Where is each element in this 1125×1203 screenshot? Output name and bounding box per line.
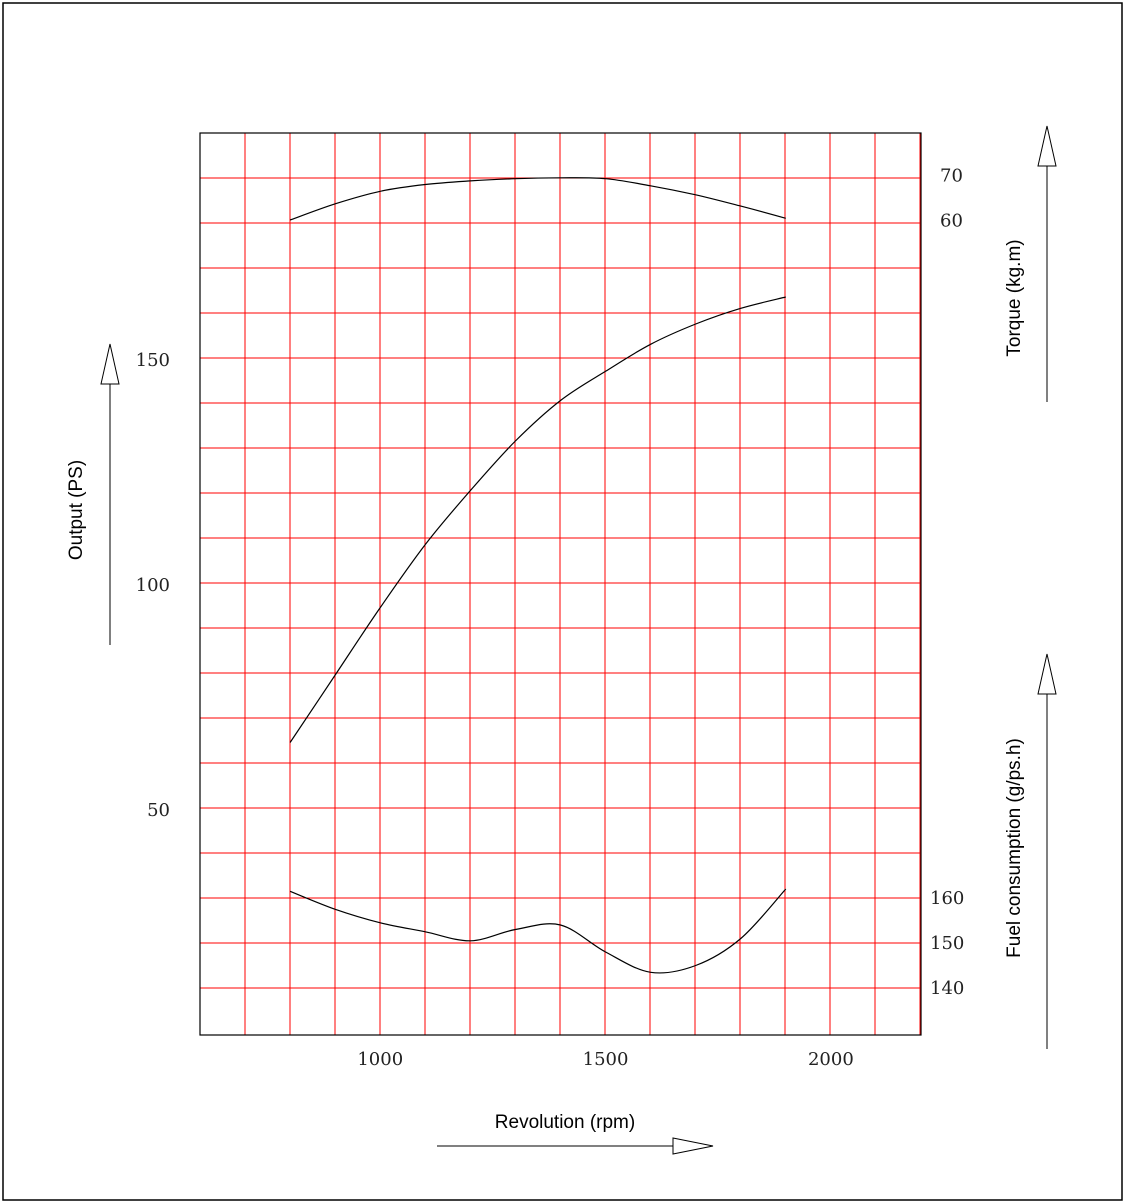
output-tick-label: 100 <box>136 575 170 596</box>
x-tick-label: 1500 <box>583 1049 629 1070</box>
torque-tick-label: 60 <box>940 211 963 232</box>
x-tick-label: 2000 <box>808 1049 854 1070</box>
output-axis-arrow <box>100 343 120 645</box>
tick-labels: 1000 1500 2000 50 100 150 60 70 140 150 160 <box>136 166 965 1071</box>
fuel-axis-label: Fuel consumption (g/ps.h) <box>1004 738 1025 958</box>
fuel-tick-label: 150 <box>930 933 964 954</box>
torque-curve <box>289 177 786 221</box>
fuel-tick-label: 160 <box>930 888 964 909</box>
torque-axis-arrow <box>1037 125 1057 402</box>
fuel-axis-arrow <box>1037 653 1057 1049</box>
x-axis-arrow <box>437 1137 714 1155</box>
torque-axis-label: Torque (kg.m) <box>1004 239 1025 356</box>
x-tick-label: 1000 <box>357 1049 403 1070</box>
output-axis-label: Output (PS) <box>66 460 87 560</box>
grid <box>200 133 921 1035</box>
output-tick-label: 50 <box>147 800 170 821</box>
curves <box>289 177 787 974</box>
torque-tick-label: 70 <box>940 166 963 187</box>
output-tick-label: 150 <box>136 350 170 371</box>
fuel-curve <box>289 888 787 974</box>
fuel-tick-label: 140 <box>930 978 964 999</box>
x-axis-label: Revolution (rpm) <box>495 1112 635 1133</box>
plot-frame <box>199 132 922 1036</box>
output-curve <box>289 296 786 743</box>
